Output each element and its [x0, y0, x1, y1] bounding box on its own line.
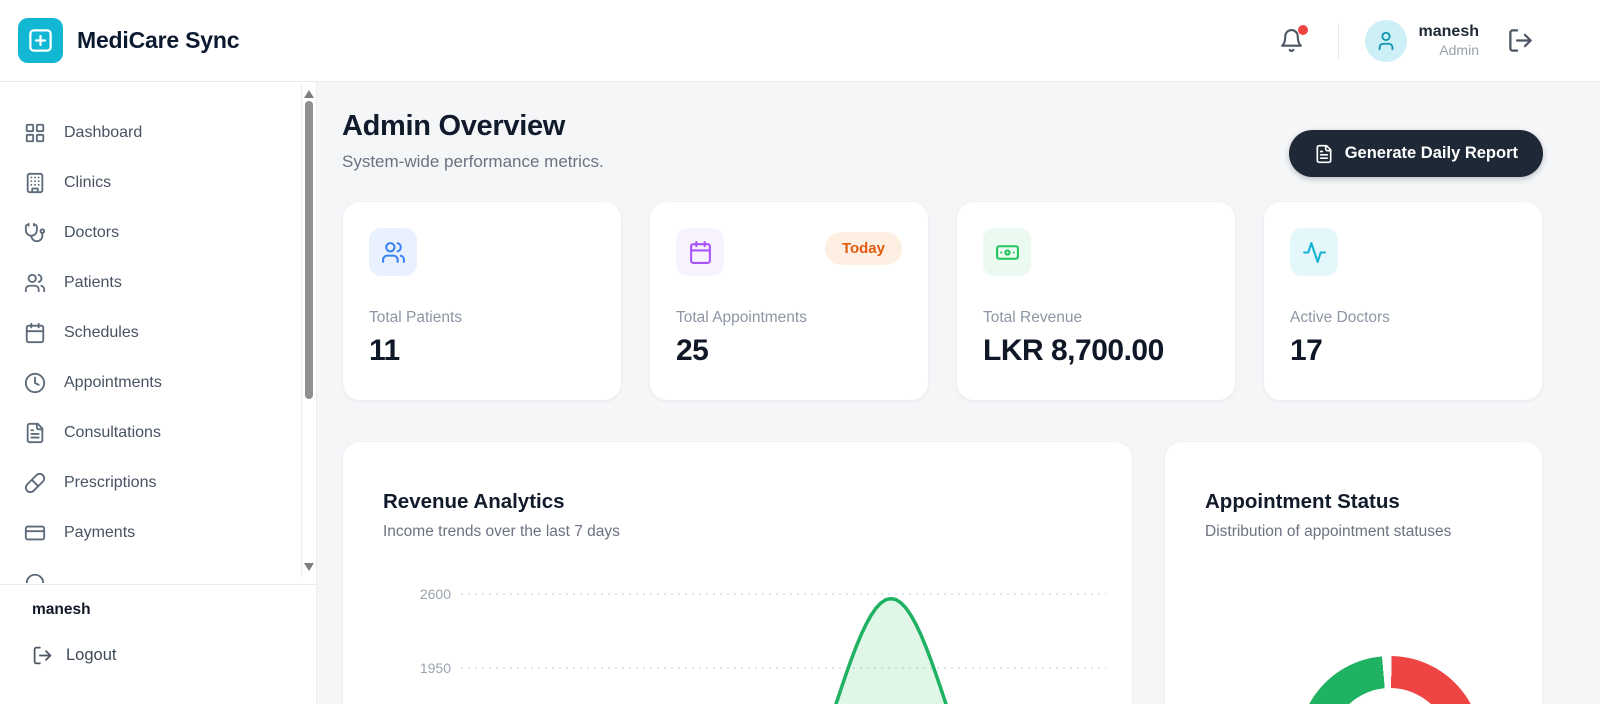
user-menu[interactable]: manesh Admin: [1364, 19, 1507, 62]
stat-label: Active Doctors: [1290, 309, 1390, 326]
stat-value: 25: [676, 334, 709, 367]
stat-card-total-revenue: Total Revenue LKR 8,700.00: [956, 201, 1236, 401]
sidebar-item-label: Payments: [64, 524, 136, 541]
today-badge: Today: [824, 232, 902, 265]
logout-button[interactable]: [1507, 27, 1534, 54]
sidebar-item-label: Prescriptions: [64, 474, 157, 491]
generate-daily-report-button[interactable]: Generate Daily Report: [1288, 130, 1543, 177]
page-subtitle: System-wide performance metrics.: [342, 152, 604, 171]
stat-value: 17: [1290, 334, 1323, 367]
credit-card-icon: [24, 522, 46, 544]
stat-card-total-appointments: Today Total Appointments 25: [649, 201, 929, 401]
appointment-status-card: Appointment Status Distribution of appoi…: [1164, 441, 1543, 704]
sidebar-item-prescriptions[interactable]: Prescriptions: [0, 458, 300, 508]
sidebar-item-appointments[interactable]: Appointments: [0, 358, 300, 408]
sidebar-username: manesh: [32, 601, 91, 618]
revenue-line-path: [834, 596, 948, 704]
appointment-status-donut-chart: [1298, 656, 1482, 704]
logout-icon: [1507, 27, 1534, 54]
sidebar-item-label: Dashboard: [64, 124, 143, 141]
scrollbar-down-arrow[interactable]: [304, 563, 314, 571]
sidebar-item-label: Doctors: [64, 224, 120, 241]
user-role: Admin: [1439, 42, 1479, 58]
file-text-icon: [1314, 144, 1334, 164]
revenue-analytics-card: Revenue Analytics Income trends over the…: [342, 441, 1133, 704]
sidebar-scrollbar[interactable]: [301, 83, 316, 578]
users-icon: [369, 228, 417, 276]
revenue-line-chart: 2600 1950: [420, 586, 1106, 704]
sidebar-item-label: Patients: [64, 274, 122, 291]
revenue-area-fill: [836, 598, 946, 704]
stat-card-active-doctors: Active Doctors 17: [1263, 201, 1543, 401]
sidebar-item-dashboard[interactable]: Dashboard: [0, 108, 300, 158]
stat-label: Total Revenue: [983, 309, 1083, 326]
sidebar-item-clinics[interactable]: Clinics: [0, 158, 300, 208]
scrollbar-thumb[interactable]: [305, 101, 313, 399]
y-tick-1950: 1950: [420, 660, 451, 676]
user-name: manesh: [1418, 23, 1479, 40]
page-title: Admin Overview: [342, 110, 566, 142]
page-head: Admin Overview System-wide performance m…: [342, 110, 1543, 177]
user-names: manesh Admin: [1419, 23, 1479, 58]
sidebar-item-doctors[interactable]: Doctors: [0, 208, 300, 258]
charts-row: Revenue Analytics Income trends over the…: [342, 441, 1543, 704]
y-tick-2600: 2600: [420, 586, 451, 602]
generate-daily-report-label: Generate Daily Report: [1344, 144, 1518, 162]
stat-card-total-patients: Total Patients 11: [342, 201, 622, 401]
sidebar-item-label: Clinics: [64, 174, 112, 191]
sidebar-item-label: Consultations: [64, 424, 161, 441]
users-icon: [24, 272, 46, 294]
sidebar-item-consultations[interactable]: Consultations: [0, 408, 300, 458]
sidebar-item-label: Schedules: [64, 324, 139, 341]
app-logo: [18, 18, 63, 63]
main-content: Admin Overview System-wide performance m…: [317, 82, 1600, 704]
app-title: MediCare Sync: [77, 27, 240, 53]
sidebar: Dashboard Clinics Doctors Patients Sched: [0, 82, 317, 704]
donut-hole: [1330, 688, 1450, 704]
sidebar-nav: Dashboard Clinics Doctors Patients Sched: [0, 82, 300, 583]
page-head-text: Admin Overview System-wide performance m…: [342, 110, 604, 172]
header-divider: [1337, 22, 1339, 59]
banknote-icon: [983, 228, 1031, 276]
stat-label: Total Appointments: [676, 309, 807, 326]
user-icon: [1375, 30, 1397, 52]
sidebar-item-payments[interactable]: Payments: [0, 508, 300, 558]
logout-icon: [32, 645, 53, 666]
stat-value: LKR 8,700.00: [983, 334, 1164, 367]
brand: MediCare Sync: [0, 18, 240, 63]
notifications-button[interactable]: [1279, 25, 1308, 53]
calendar-icon: [676, 228, 724, 276]
sidebar-logout-label: Logout: [66, 646, 117, 664]
stat-label: Total Patients: [369, 309, 463, 326]
partially-visible-icon: [24, 572, 46, 583]
stethoscope-icon: [24, 222, 46, 244]
sidebar-item-partial[interactable]: [0, 558, 300, 583]
notification-dot: [1297, 25, 1308, 35]
file-text-icon: [24, 422, 46, 444]
revenue-card-subtitle: Income trends over the last 7 days: [383, 523, 620, 540]
top-header: MediCare Sync manesh Admin: [0, 0, 1600, 82]
header-actions: manesh Admin: [1279, 19, 1600, 62]
calendar-icon: [24, 322, 46, 344]
sidebar-item-schedules[interactable]: Schedules: [0, 308, 300, 358]
dashboard-grid-icon: [24, 122, 46, 144]
stat-value: 11: [369, 334, 400, 367]
bell-icon: [1279, 28, 1304, 53]
status-card-subtitle: Distribution of appointment statuses: [1205, 523, 1452, 540]
avatar: [1364, 19, 1407, 62]
sidebar-logout-button[interactable]: Logout: [32, 645, 284, 666]
scrollbar-up-arrow[interactable]: [304, 90, 314, 98]
clinic-building-icon: [24, 172, 46, 194]
sidebar-item-patients[interactable]: Patients: [0, 258, 300, 308]
square-plus-icon: [27, 27, 54, 54]
sidebar-footer: manesh Logout: [0, 584, 316, 704]
activity-icon: [1290, 228, 1338, 276]
sidebar-item-label: Appointments: [64, 374, 162, 391]
clock-icon: [24, 372, 46, 394]
status-card-title: Appointment Status: [1205, 490, 1400, 513]
revenue-card-title: Revenue Analytics: [383, 490, 565, 513]
pill-icon: [24, 472, 46, 494]
stats-row: Total Patients 11 Today Total Appointmen…: [342, 201, 1543, 401]
